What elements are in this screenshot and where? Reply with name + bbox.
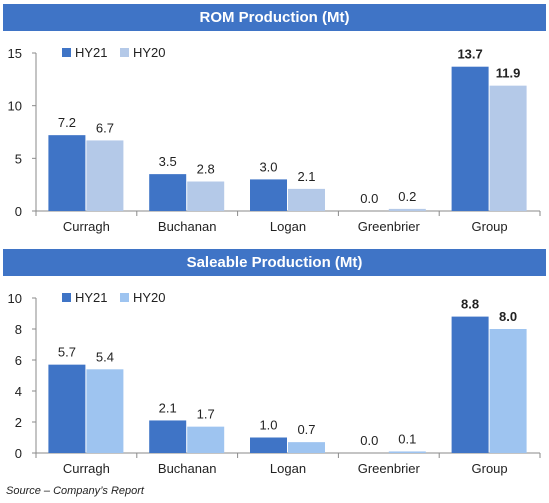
category-label-buchanan: Buchanan [158, 461, 217, 476]
data-label-hy20-logan: 0.7 [297, 422, 315, 437]
data-label-hy21-buchanan: 2.1 [159, 400, 177, 415]
bar-hy20-greenbrier [388, 451, 426, 453]
y-tick-label-8: 8 [15, 322, 22, 337]
rom-production-chart: 0 5 10 15 7.2 6.7 Curragh 3.5 2.8 Buchanan 3.0 2.1 L… [8, 45, 541, 234]
bar-hy21-buchanan [149, 174, 187, 211]
category-label-curragh: Curragh [63, 461, 110, 476]
bar-hy21-group [451, 316, 489, 453]
data-label-hy21-logan: 1.0 [259, 418, 277, 433]
legend-label-hy20: HY20 [133, 45, 166, 60]
data-label-hy21-group: 8.8 [461, 297, 479, 312]
y-tick-label-5: 5 [15, 151, 22, 166]
bar-hy20-buchanan [187, 426, 225, 453]
bar-hy21-logan [250, 437, 287, 453]
y-tick-label-4: 4 [15, 384, 22, 399]
legend-swatch-hy20 [120, 48, 129, 57]
data-label-hy20-buchanan: 2.8 [197, 162, 215, 177]
data-label-hy21-group: 13.7 [457, 47, 482, 62]
data-label-hy21-greenbrier: 0.0 [360, 433, 378, 448]
data-label-hy21-logan: 3.0 [259, 159, 277, 174]
category-label-group: Group [472, 461, 508, 476]
bar-hy20-group [489, 85, 527, 211]
saleable-production-chart: 0 2 4 6 8 10 5.7 5.4 Curragh 2.1 1.7 Buchanan 1.0 0.7… [8, 290, 541, 476]
data-label-hy20-group: 8.0 [499, 309, 517, 324]
data-label-hy21-curragh: 7.2 [58, 115, 76, 130]
y-tick-label-15: 15 [8, 46, 22, 61]
y-tick-label-0: 0 [15, 446, 22, 461]
legend-swatch-hy21 [62, 293, 71, 302]
category-label-logan: Logan [270, 219, 306, 234]
legend-label-hy21: HY21 [75, 290, 108, 305]
legend-label-hy20: HY20 [133, 290, 166, 305]
bar-hy21-group [451, 66, 489, 211]
bar-hy20-curragh [86, 140, 124, 211]
category-label-curragh: Curragh [63, 219, 110, 234]
bar-hy20-group [489, 329, 527, 453]
bar-hy21-logan [250, 179, 287, 211]
data-label-hy20-curragh: 5.4 [96, 349, 114, 364]
legend-label-hy21: HY21 [75, 45, 108, 60]
data-label-hy21-curragh: 5.7 [58, 345, 76, 360]
legend-swatch-hy21 [62, 48, 71, 57]
bar-hy20-curragh [86, 369, 124, 453]
data-label-hy20-greenbrier: 0.2 [398, 189, 416, 204]
legend-swatch-hy20 [120, 293, 129, 302]
bar-hy20-logan [288, 442, 325, 453]
category-label-greenbrier: Greenbrier [358, 461, 421, 476]
y-tick-label-10: 10 [8, 99, 22, 114]
data-label-hy20-greenbrier: 0.1 [398, 431, 416, 446]
data-label-hy20-buchanan: 1.7 [197, 407, 215, 422]
y-tick-label-2: 2 [15, 415, 22, 430]
y-tick-label-6: 6 [15, 353, 22, 368]
saleable-chart-title: Saleable Production (Mt) [3, 249, 546, 276]
data-label-hy21-greenbrier: 0.0 [360, 191, 378, 206]
bar-hy20-buchanan [187, 181, 225, 211]
bar-hy20-greenbrier [388, 208, 426, 211]
y-tick-label-0: 0 [15, 204, 22, 219]
bar-hy20-logan [288, 188, 325, 211]
category-label-logan: Logan [270, 461, 306, 476]
bar-hy21-buchanan [149, 420, 187, 453]
bar-hy21-curragh [48, 135, 86, 211]
bar-hy21-curragh [48, 364, 86, 453]
y-tick-label-10: 10 [8, 291, 22, 306]
rom-chart-title: ROM Production (Mt) [3, 4, 546, 31]
category-label-group: Group [472, 219, 508, 234]
category-label-greenbrier: Greenbrier [358, 219, 421, 234]
category-label-buchanan: Buchanan [158, 219, 217, 234]
data-label-hy20-curragh: 6.7 [96, 120, 114, 135]
data-label-hy21-buchanan: 3.5 [159, 154, 177, 169]
source-note: Source – Company’s Report [6, 485, 144, 497]
data-label-hy20-group: 11.9 [496, 66, 521, 81]
data-label-hy20-logan: 2.1 [297, 169, 315, 184]
